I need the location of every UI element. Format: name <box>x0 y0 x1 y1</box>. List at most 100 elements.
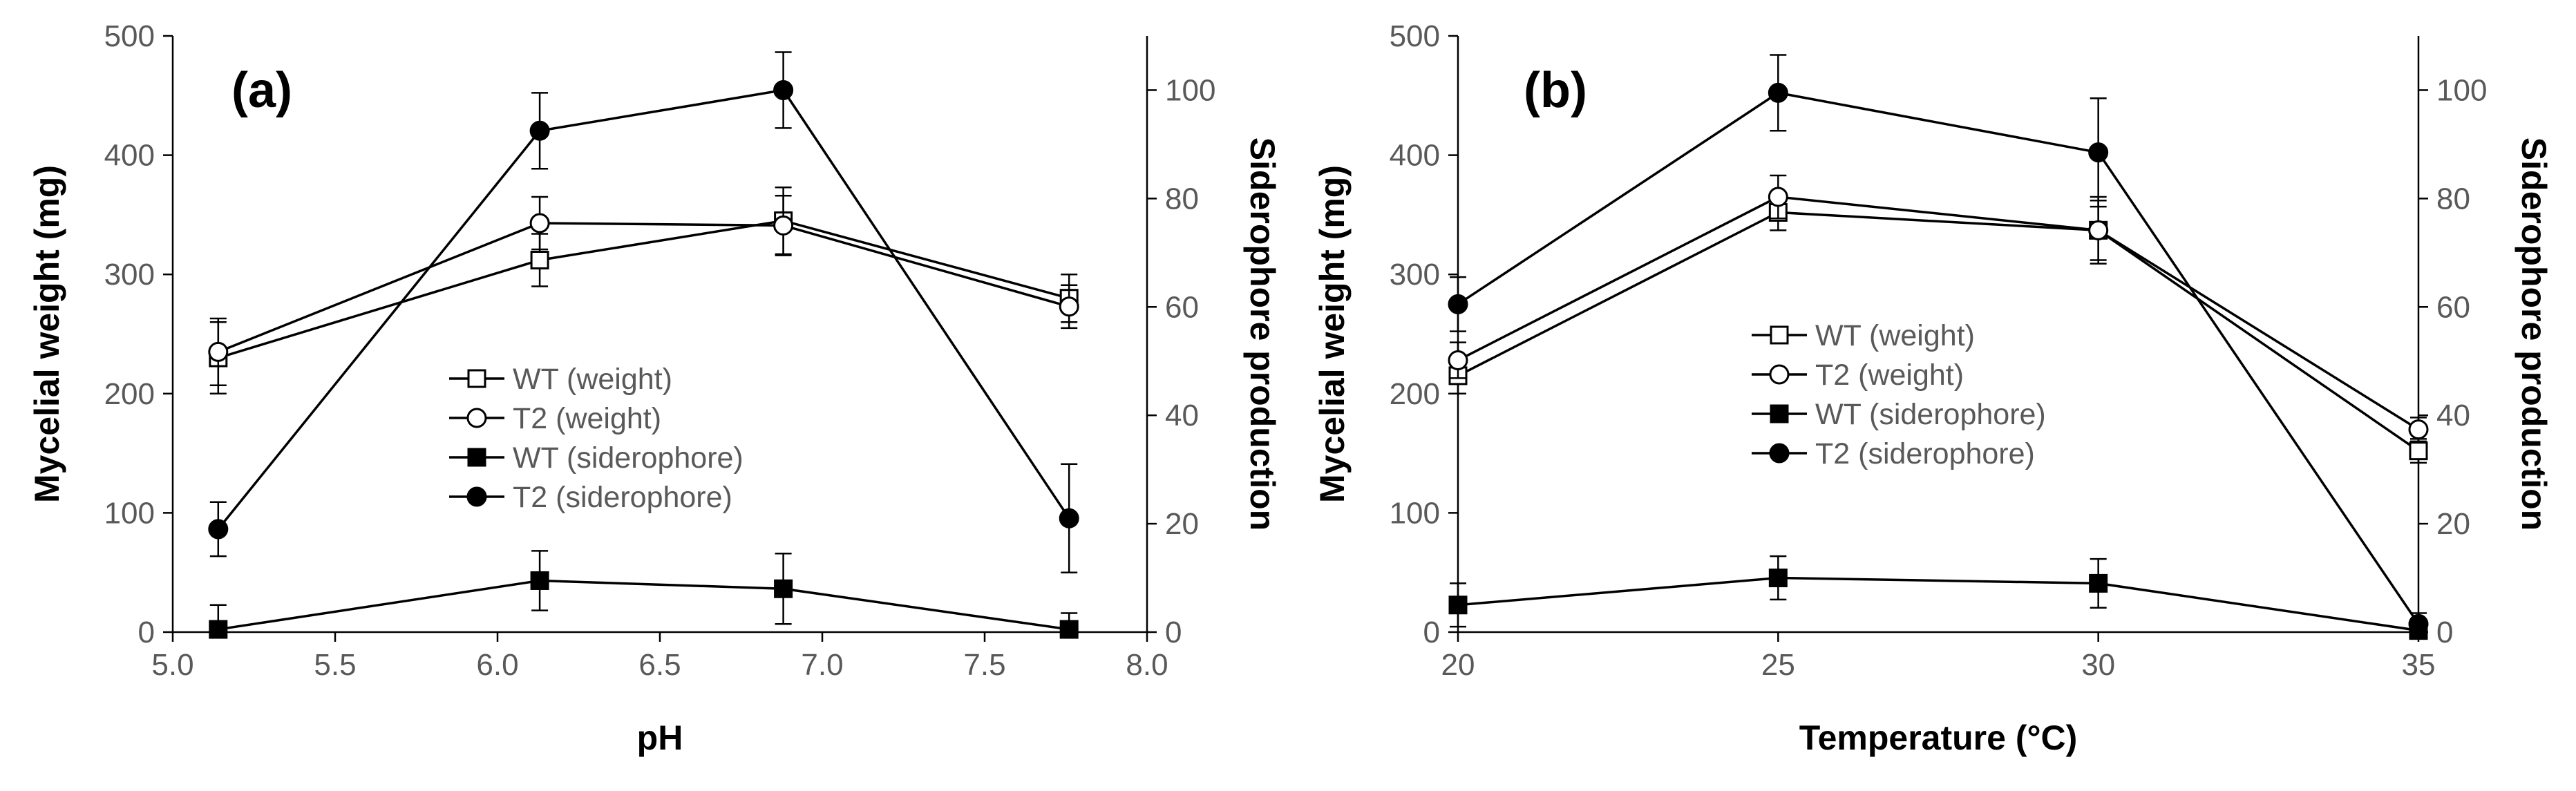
data-point <box>529 120 550 141</box>
y-right-tick-label: 100 <box>1165 73 1215 107</box>
data-point <box>2089 573 2108 593</box>
y-left-tick-label: 500 <box>104 19 155 53</box>
x-tick-label: 6.0 <box>476 648 518 682</box>
data-point <box>1768 569 1788 588</box>
data-point <box>209 620 228 639</box>
y-right-tick-label: 0 <box>1165 616 1182 649</box>
x-tick-label: 7.5 <box>963 648 1005 682</box>
series-1 <box>1448 174 2429 443</box>
y-left-tick-label: 200 <box>104 377 155 411</box>
series-line <box>218 219 1070 359</box>
x-axis-title: Temperature (°C) <box>1799 718 2077 757</box>
y-left-tick-label: 200 <box>1390 377 1440 411</box>
y-left-tick-label: 400 <box>1390 139 1440 173</box>
y-right-axis-title: Siderophore production <box>1243 137 1282 531</box>
y-left-tick-label: 300 <box>104 258 155 292</box>
data-point <box>774 579 793 598</box>
legend: WT (weight) T2 (weight) WT (siderophore) T2… <box>1752 319 2046 470</box>
y-right-tick-label: 40 <box>1165 399 1199 432</box>
series-2 <box>209 550 1079 639</box>
chart-panel-b: 20 25 30 350100200300400500020406080100Temp… <box>1313 19 2553 757</box>
x-tick-label: 25 <box>1761 648 1795 682</box>
x-tick-label: 5.0 <box>151 648 193 682</box>
data-point <box>529 213 550 234</box>
x-tick-label: 5.5 <box>314 648 356 682</box>
x-tick-label: 8.0 <box>1126 648 1168 682</box>
y-left-tick-label: 0 <box>138 616 155 649</box>
data-point <box>773 215 794 236</box>
legend-label: T2 (weight) <box>513 402 661 435</box>
data-point <box>1448 350 1468 370</box>
data-point <box>2409 441 2428 461</box>
y-right-tick-label: 40 <box>2436 399 2470 432</box>
data-point <box>2088 142 2109 163</box>
x-tick-label: 30 <box>2081 648 2115 682</box>
series-line <box>1457 91 2420 625</box>
series-3 <box>208 51 1079 573</box>
y-left-tick-label: 300 <box>1390 258 1440 292</box>
y-right-tick-label: 20 <box>2436 507 2470 541</box>
legend-marker <box>1769 364 1790 385</box>
legend-label: WT (siderophore) <box>1815 398 2046 431</box>
x-tick-label: 7.0 <box>801 648 843 682</box>
y-left-tick-label: 100 <box>104 496 155 530</box>
y-right-axis-title: Siderophore production <box>2515 137 2553 531</box>
data-point <box>208 519 229 540</box>
legend-label: T2 (siderophore) <box>513 481 732 514</box>
x-tick-label: 20 <box>1441 648 1475 682</box>
y-left-axis-title: Mycelial weight (mg) <box>1313 165 1352 503</box>
data-point <box>1448 595 1468 615</box>
chart-panel-a: 5.0 5.5 6.0 6.5 7.0 7.5 8.00100200300400500020… <box>28 19 1282 757</box>
legend-label: WT (weight) <box>1815 319 1975 352</box>
data-point <box>530 571 549 590</box>
y-left-tick-label: 400 <box>104 139 155 173</box>
series-3 <box>1448 54 2429 634</box>
y-right-tick-label: 80 <box>2436 182 2470 216</box>
series-1 <box>208 195 1079 386</box>
data-point <box>1768 187 1788 207</box>
data-point <box>1059 508 1079 528</box>
data-point <box>1059 620 1079 639</box>
legend-marker <box>467 369 486 388</box>
x-axis-title: pH <box>637 718 683 757</box>
y-right-tick-label: 20 <box>1165 507 1199 541</box>
legend-label: T2 (siderophore) <box>1815 437 2035 470</box>
y-left-axis-title: Mycelial weight (mg) <box>28 165 66 503</box>
panel-label: (a) <box>231 63 292 118</box>
y-left-tick-label: 0 <box>1423 616 1440 649</box>
x-tick-label: 6.5 <box>638 648 681 682</box>
data-point <box>530 250 549 269</box>
y-right-tick-label: 80 <box>1165 182 1199 216</box>
legend-label: T2 (weight) <box>1815 359 1964 392</box>
legend-label: WT (siderophore) <box>513 441 744 475</box>
series-2 <box>1448 555 2428 640</box>
data-point <box>1448 294 1468 314</box>
data-point <box>2088 220 2109 240</box>
legend-marker <box>1769 443 1790 464</box>
y-right-tick-label: 100 <box>2436 73 2487 107</box>
legend-marker <box>1770 325 1789 345</box>
data-point <box>2408 613 2429 634</box>
data-point <box>208 341 229 362</box>
y-left-tick-label: 500 <box>1390 19 1440 53</box>
series-line <box>217 88 1070 531</box>
series-line <box>218 579 1070 631</box>
legend-marker <box>467 448 486 467</box>
legend: WT (weight) T2 (weight) WT (siderophore) T2… <box>449 363 744 514</box>
series-line <box>1457 576 2419 632</box>
data-point <box>1768 82 1788 103</box>
y-right-tick-label: 60 <box>1165 290 1199 324</box>
data-point <box>773 79 794 100</box>
data-point <box>1059 296 1079 317</box>
legend-marker <box>466 408 487 428</box>
legend-label: WT (weight) <box>513 363 672 396</box>
series-line <box>1457 196 2419 431</box>
series-line <box>218 222 1070 354</box>
panel-label: (b) <box>1524 63 1587 118</box>
y-right-tick-label: 0 <box>2436 616 2453 649</box>
y-right-tick-label: 60 <box>2436 290 2470 324</box>
series-line <box>1457 211 2419 452</box>
data-point <box>2408 419 2429 440</box>
legend-marker <box>466 486 487 507</box>
